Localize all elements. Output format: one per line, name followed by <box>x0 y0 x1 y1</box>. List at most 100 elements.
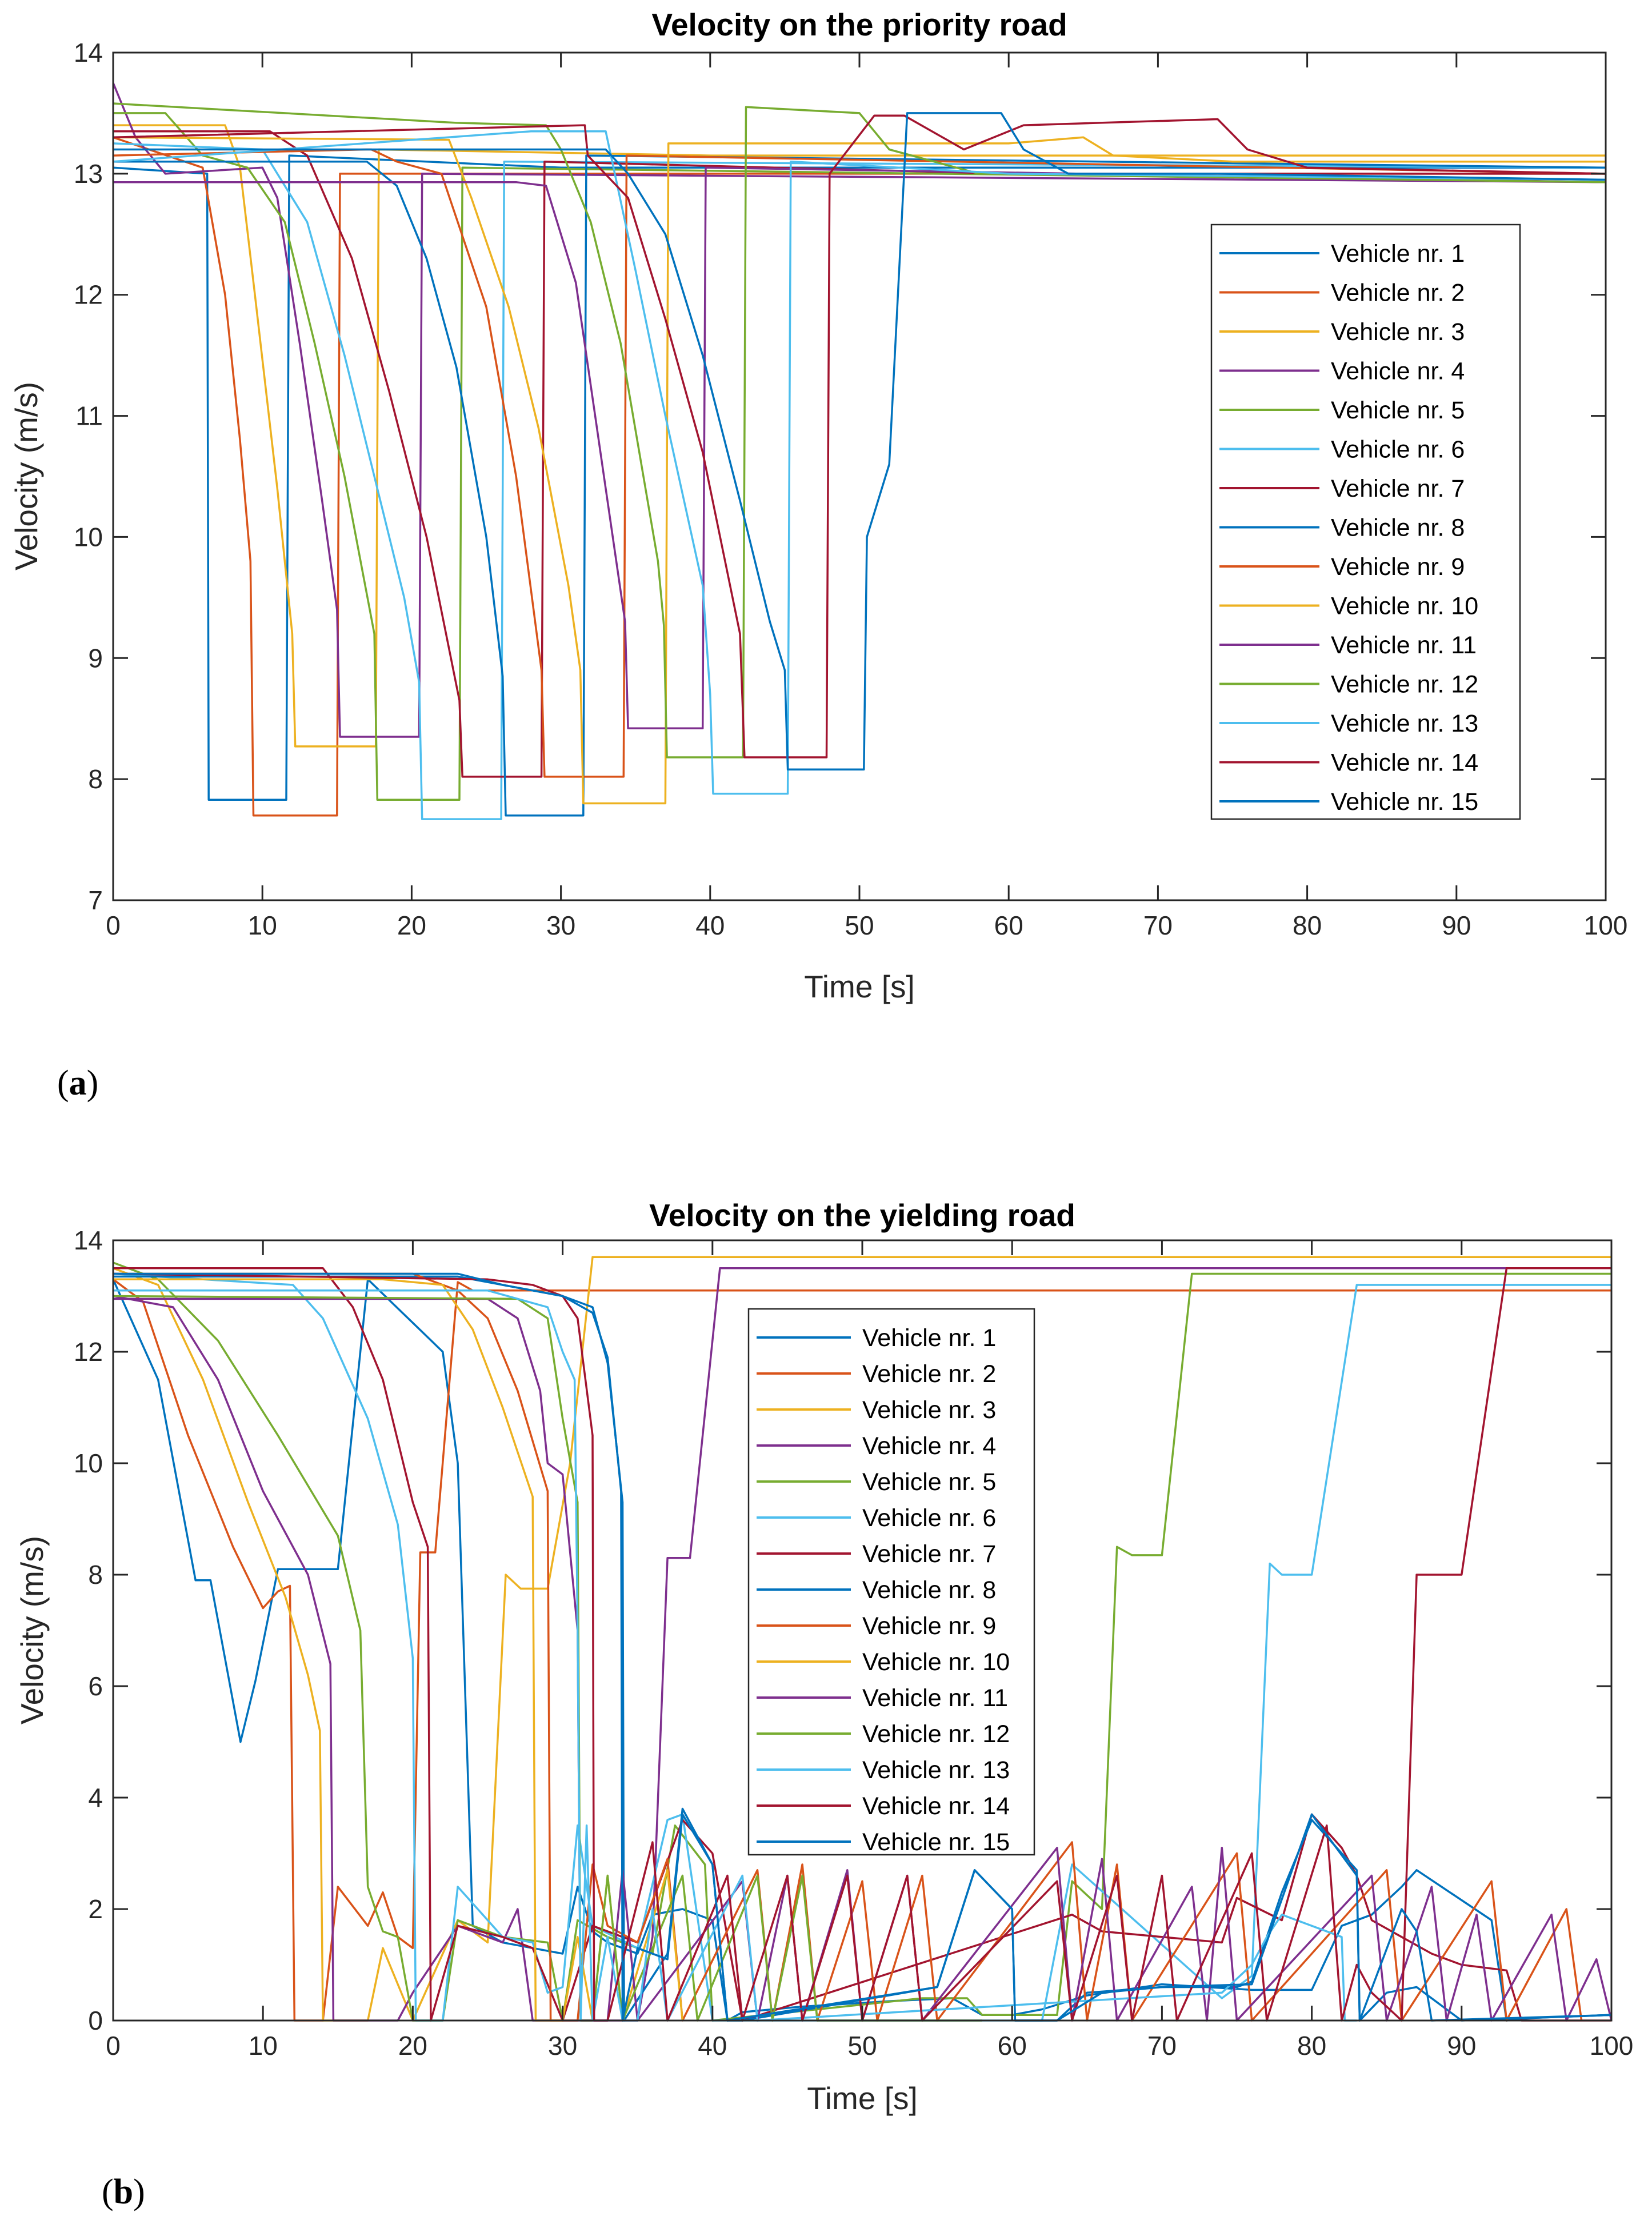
series-line-7 <box>113 1267 1611 2022</box>
y-tick-label: 10 <box>74 522 103 552</box>
series-line-6 <box>113 142 1606 820</box>
x-tick-label: 20 <box>397 911 426 940</box>
y-tick-label: 0 <box>88 2006 103 2035</box>
y-tick-label: 10 <box>74 1448 103 1478</box>
legend-label: Vehicle nr. 1 <box>1331 240 1465 267</box>
chart-title-b: Velocity on the yielding road <box>649 1197 1075 1233</box>
x-tick-label: 20 <box>398 2031 427 2061</box>
series-line-1 <box>113 154 1606 801</box>
x-tick-label: 40 <box>695 911 725 940</box>
y-axis-label-a: Velocity (m/s) <box>9 382 44 570</box>
x-tick-label: 50 <box>845 911 874 940</box>
x-tick-label: 70 <box>1147 2031 1177 2061</box>
x-axis-ticks-b: 0 10 20 30 40 50 60 70 80 90 100 <box>106 1240 1633 2061</box>
y-tick-label: 8 <box>88 1560 103 1590</box>
y-tick-label: 7 <box>88 885 103 915</box>
legend-label: Vehicle nr. 5 <box>1331 397 1465 424</box>
series-lines-a <box>112 82 1606 820</box>
legend-label: Vehicle nr. 12 <box>1331 671 1478 698</box>
legend-label: Vehicle nr. 13 <box>862 1756 1010 1784</box>
legend-box-b <box>747 1308 1035 1856</box>
x-tick-label: 30 <box>546 911 575 940</box>
y-tick-label: 4 <box>88 1783 103 1812</box>
panel-letter-b: b <box>114 2173 133 2211</box>
panel-tag-b: (b) <box>102 2173 145 2211</box>
legend-label: Vehicle nr. 8 <box>862 1576 996 1604</box>
y-tick-label: 6 <box>88 1671 103 1701</box>
x-tick-label: 60 <box>994 911 1023 940</box>
legend-label: Vehicle nr. 2 <box>862 1360 996 1388</box>
x-tick-label: 100 <box>1590 2031 1634 2061</box>
y-axis-ticks-a: 7 8 9 10 11 12 13 14 <box>74 38 1606 915</box>
legend-label: Vehicle nr. 4 <box>862 1432 996 1460</box>
panel-tag-a: (a) <box>57 1064 98 1103</box>
x-axis-label-a: Time [s] <box>804 969 915 1004</box>
x-axis-label-b: Time [s] <box>807 2081 918 2116</box>
x-tick-label: 70 <box>1143 911 1173 940</box>
legend-box-a <box>1210 223 1521 820</box>
y-tick-label: 14 <box>74 1225 103 1255</box>
x-tick-label: 80 <box>1293 911 1322 940</box>
legend-label: Vehicle nr. 9 <box>862 1612 996 1640</box>
x-tick-label: 0 <box>106 2031 121 2061</box>
series-line-10 <box>113 136 1606 805</box>
legend-label: Vehicle nr. 14 <box>862 1792 1010 1820</box>
legend-b: Vehicle nr. 1 Vehicle nr. 2 Vehicle nr. 3 V… <box>747 1308 1035 1856</box>
legend-label: Vehicle nr. 7 <box>862 1540 996 1568</box>
x-tick-label: 10 <box>248 911 277 940</box>
series-line-15 <box>113 1272 1612 2022</box>
y-tick-label: 13 <box>74 159 103 189</box>
chart-panel-b: Velocity on the yielding road 0 10 20 30 40 5… <box>14 1197 1633 2211</box>
x-axis-ticks-a: 0 10 20 30 40 50 60 70 80 90 100 <box>106 53 1627 940</box>
series-line-5 <box>113 112 1606 801</box>
series-line-6 <box>113 1272 1611 2022</box>
series-line-14 <box>113 1267 1611 2022</box>
series-line-13 <box>113 130 1606 795</box>
x-tick-label: 10 <box>249 2031 278 2061</box>
y-tick-label: 14 <box>74 38 103 67</box>
legend-label: Vehicle nr. 2 <box>1331 280 1465 307</box>
x-tick-label: 50 <box>847 2031 877 2061</box>
legend-label: Vehicle nr. 11 <box>1331 632 1477 659</box>
y-tick-label: 11 <box>75 401 103 431</box>
legend-label: Vehicle nr. 7 <box>1331 475 1465 502</box>
legend-label: Vehicle nr. 4 <box>1331 358 1465 385</box>
x-tick-label: 40 <box>698 2031 727 2061</box>
x-tick-label: 90 <box>1447 2031 1476 2061</box>
x-tick-label: 30 <box>548 2031 577 2061</box>
series-line-2 <box>112 1278 1611 2022</box>
legend-label: Vehicle nr. 5 <box>862 1468 996 1496</box>
series-line-12 <box>113 102 1606 758</box>
y-tick-label: 9 <box>88 643 103 673</box>
series-line-4 <box>112 82 1606 738</box>
legend-label: Vehicle nr. 11 <box>862 1684 1008 1712</box>
series-line-5 <box>113 1261 1611 2022</box>
legend-label: Vehicle nr. 3 <box>1331 318 1465 346</box>
y-axis-ticks-b: 0 2 4 6 8 10 12 14 <box>74 1225 1611 2035</box>
legend-label: Vehicle nr. 15 <box>862 1828 1010 1856</box>
y-tick-label: 12 <box>74 1337 103 1367</box>
legend-a: Vehicle nr. 1 Vehicle nr. 2 Vehicle nr. 3 V… <box>1210 223 1521 820</box>
legend-label: Vehicle nr. 15 <box>1331 788 1478 816</box>
y-tick-label: 12 <box>74 280 103 310</box>
y-tick-label: 8 <box>88 764 103 794</box>
legend-label: Vehicle nr. 14 <box>1331 749 1478 777</box>
series-line-3 <box>113 1256 1611 2022</box>
legend-label: Vehicle nr. 10 <box>862 1648 1010 1676</box>
series-line-15 <box>113 112 1606 770</box>
panel-letter-a: a <box>69 1064 87 1103</box>
legend-label: Vehicle nr. 12 <box>862 1720 1010 1748</box>
series-line-1 <box>112 1278 1612 2022</box>
legend-label: Vehicle nr. 3 <box>862 1396 996 1424</box>
x-tick-label: 60 <box>998 2031 1027 2061</box>
legend-label: Vehicle nr. 9 <box>1331 553 1465 581</box>
legend-label: Vehicle nr. 13 <box>1331 710 1478 737</box>
legend-label: Vehicle nr. 6 <box>1331 436 1465 464</box>
legend-label: Vehicle nr. 1 <box>862 1324 996 1352</box>
x-tick-label: 80 <box>1297 2031 1326 2061</box>
x-tick-label: 100 <box>1584 911 1628 940</box>
chart-panel-a: Velocity on the priority road 0 10 20 30 40 5… <box>9 7 1627 1103</box>
series-line-11 <box>113 166 1606 729</box>
y-axis-label-b: Velocity (m/s) <box>14 1536 50 1724</box>
chart-title-a: Velocity on the priority road <box>651 7 1067 42</box>
